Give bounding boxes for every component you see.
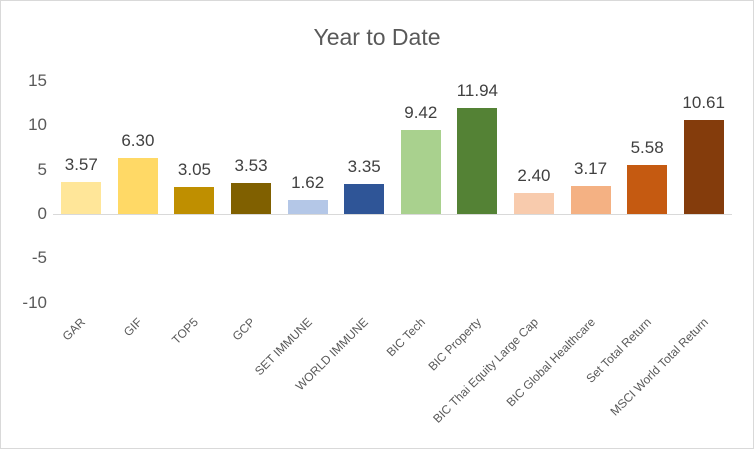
y-axis-tick--10: -10: [22, 292, 47, 312]
data-label-msci-world-total-return: 10.61: [682, 92, 725, 112]
bar-bic-thai-equity-large-cap: [513, 192, 554, 214]
y-axis-tick--5: -5: [31, 248, 47, 268]
data-label-set-immune: 1.62: [291, 172, 325, 192]
bar-bic-global-healthcare: [570, 185, 611, 214]
chart-title: Year to Date: [313, 24, 441, 50]
bar-msci-world-total-return: [683, 119, 724, 214]
bar-gif: [117, 158, 158, 214]
x-axis-line: [53, 214, 732, 215]
bar-gar: [61, 182, 102, 214]
data-label-top5: 3.05: [177, 159, 211, 179]
bar-top5: [174, 186, 215, 214]
data-label-gcp: 3.53: [234, 155, 268, 175]
data-label-set-total-return: 5.58: [630, 137, 664, 157]
y-axis-tick-15: 15: [28, 71, 47, 90]
bar-gcp: [231, 182, 272, 214]
y-axis-tick-10: 10: [28, 115, 47, 135]
data-label-bic-thai-equity-large-cap: 2.40: [517, 165, 551, 185]
data-label-bic-tech: 9.42: [404, 103, 438, 123]
data-label-bic-property: 11.94: [456, 81, 499, 101]
bar-bic-property: [457, 108, 498, 214]
data-label-world-immune: 3.35: [347, 157, 381, 177]
bar-world-immune: [344, 184, 385, 214]
bar-bic-tech: [400, 130, 441, 214]
y-axis-tick-0: 0: [37, 204, 47, 223]
bar-set-immune: [287, 199, 328, 214]
data-label-bic-global-healthcare: 3.17: [573, 158, 608, 178]
bar-set-total-return: [627, 164, 668, 214]
data-label-gif: 6.30: [121, 131, 155, 151]
y-axis-tick-5: 5: [37, 159, 47, 179]
data-label-gar: 3.57: [64, 155, 98, 175]
